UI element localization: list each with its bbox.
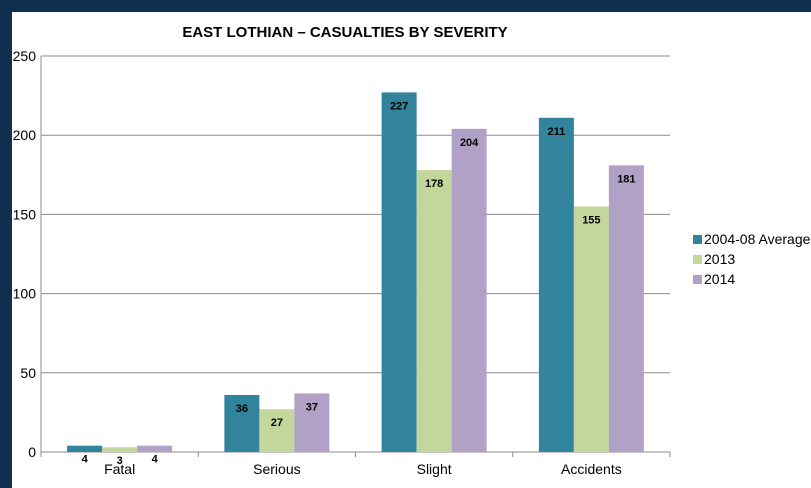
x-tick-label: Serious <box>253 461 300 477</box>
data-label: 4 <box>82 454 89 466</box>
data-label: 181 <box>617 173 635 185</box>
y-tick-label: 200 <box>13 127 37 143</box>
x-tick-label: Slight <box>417 461 452 477</box>
data-label: 227 <box>390 100 408 112</box>
data-label: 155 <box>582 214 600 226</box>
legend-label: 2013 <box>704 251 735 267</box>
bar-accidents-2 <box>608 165 644 452</box>
bar-accidents-1 <box>573 206 609 452</box>
data-label: 4 <box>152 454 159 466</box>
x-tick-label: Accidents <box>561 461 622 477</box>
legend-swatch <box>693 275 702 284</box>
legend-swatch <box>693 235 702 244</box>
legend: 2004-08 Average 2013 2014 <box>693 231 811 287</box>
bar-fatal-1 <box>102 447 138 452</box>
data-labels: 4 3 4 36 27 37 227 178 204 211 155 181 <box>82 100 636 467</box>
bar-accidents-0 <box>538 117 574 452</box>
bar-serious-0 <box>224 394 260 452</box>
data-label: 37 <box>306 401 318 413</box>
bar-slight-0 <box>381 92 417 452</box>
bars <box>67 92 644 452</box>
y-tick-label: 150 <box>13 206 37 222</box>
y-tick-label: 0 <box>28 444 36 460</box>
bar-slight-2 <box>451 128 487 452</box>
data-label: 36 <box>236 403 248 415</box>
data-label: 204 <box>460 137 479 149</box>
legend-label: 2014 <box>704 271 735 287</box>
legend-label: 2004-08 Average <box>704 231 811 247</box>
legend-swatch <box>693 255 702 264</box>
bar-slight-1 <box>416 170 452 452</box>
y-axis: 0 50 100 150 200 250 <box>13 48 42 460</box>
bar-serious-1 <box>259 409 295 452</box>
y-tick-label: 100 <box>13 286 37 302</box>
y-tick-label: 50 <box>20 365 36 381</box>
x-tick-label: Fatal <box>104 461 135 477</box>
bar-serious-2 <box>294 393 330 452</box>
y-tick-label: 250 <box>13 48 37 64</box>
bar-fatal-0 <box>67 445 103 452</box>
chart-title: EAST LOTHIAN – CASUALTIES BY SEVERITY <box>182 24 507 41</box>
x-axis: Fatal Serious Slight Accidents <box>40 451 671 477</box>
data-label: 211 <box>548 126 566 138</box>
bar-fatal-2 <box>137 445 173 452</box>
data-label: 3 <box>117 455 123 467</box>
data-label: 27 <box>271 417 283 429</box>
data-label: 178 <box>425 178 443 190</box>
